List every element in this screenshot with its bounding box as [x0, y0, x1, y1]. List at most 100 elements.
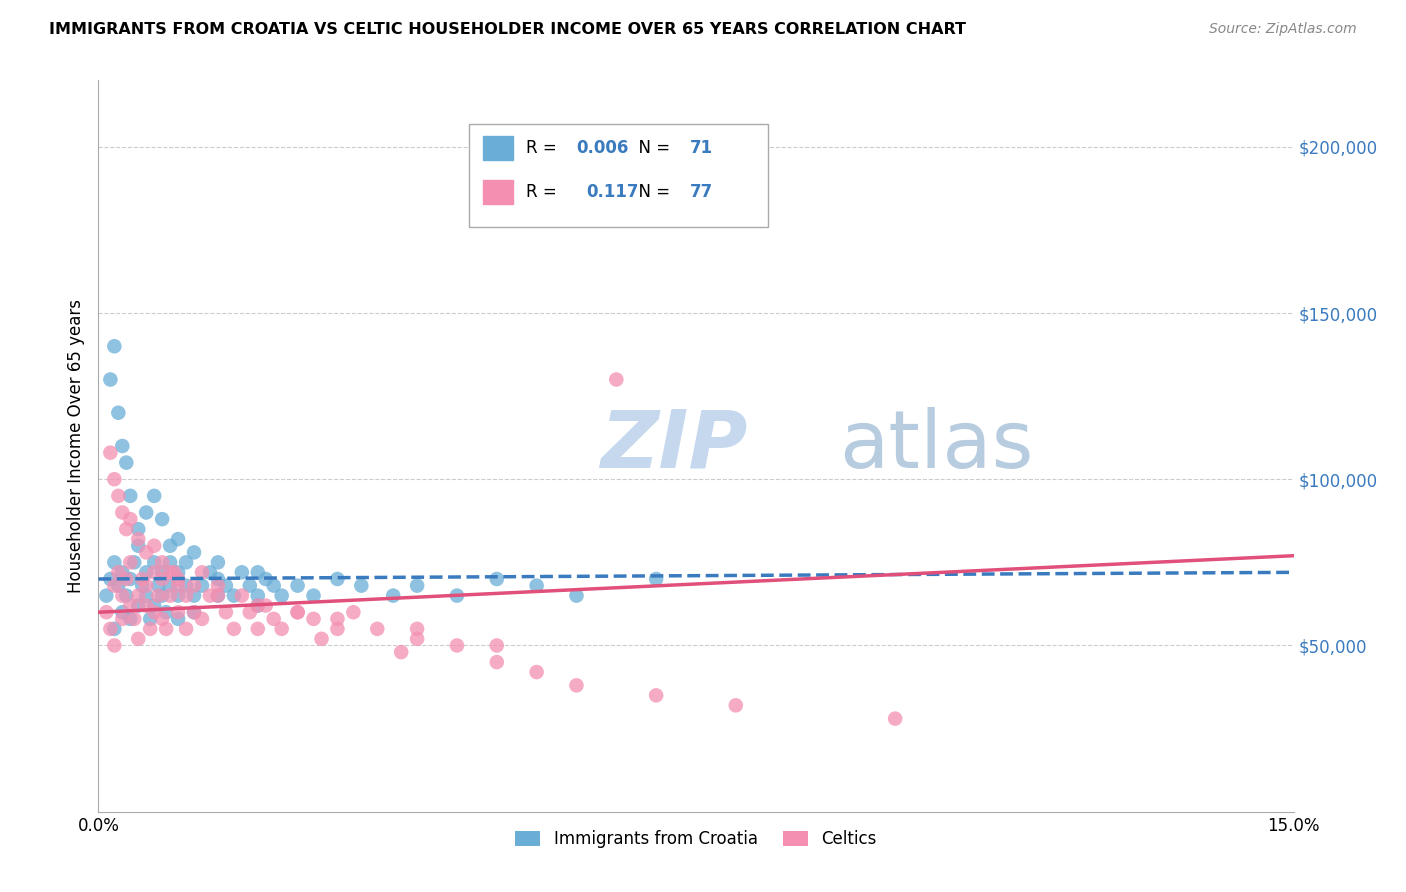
Point	[191, 612, 214, 626]
Point	[98, 445, 122, 459]
Point	[167, 612, 190, 626]
Point	[150, 555, 173, 569]
Point	[263, 612, 285, 626]
Point	[148, 589, 170, 603]
Point	[326, 622, 349, 636]
Point	[485, 655, 508, 669]
Point	[645, 689, 668, 703]
Point	[191, 579, 214, 593]
Point	[270, 589, 292, 603]
Point	[107, 566, 129, 580]
Point	[103, 639, 125, 653]
Point	[263, 579, 285, 593]
Point	[207, 589, 229, 603]
Text: R =: R =	[526, 183, 568, 202]
Point	[565, 589, 588, 603]
Point	[485, 572, 508, 586]
Point	[207, 579, 229, 593]
Point	[111, 506, 134, 520]
Point	[139, 612, 162, 626]
Point	[103, 579, 125, 593]
Point	[198, 566, 221, 580]
Point	[246, 622, 269, 636]
Point	[884, 712, 907, 726]
Point	[127, 539, 149, 553]
Point	[222, 589, 245, 603]
Point	[115, 589, 138, 603]
Point	[326, 572, 349, 586]
Point	[98, 572, 122, 586]
Point	[135, 506, 157, 520]
Point	[215, 579, 238, 593]
Point	[131, 579, 153, 593]
Bar	[484, 136, 513, 160]
Point	[389, 645, 412, 659]
Point	[124, 612, 146, 626]
Point	[143, 539, 166, 553]
Point	[124, 555, 146, 569]
Point	[167, 566, 190, 580]
Point	[150, 566, 173, 580]
Point	[150, 572, 173, 586]
Point	[111, 439, 134, 453]
Point	[159, 566, 181, 580]
Point	[350, 579, 373, 593]
Point	[207, 589, 229, 603]
Point	[107, 579, 129, 593]
Point	[107, 406, 129, 420]
Point	[103, 555, 125, 569]
Point	[183, 605, 205, 619]
Point	[302, 612, 325, 626]
Point	[120, 512, 142, 526]
Point	[246, 589, 269, 603]
Legend: Immigrants from Croatia, Celtics: Immigrants from Croatia, Celtics	[509, 823, 883, 855]
Point	[139, 622, 162, 636]
Point	[183, 605, 205, 619]
Point	[167, 579, 190, 593]
Point	[191, 566, 214, 580]
Point	[150, 612, 173, 626]
Point	[167, 589, 190, 603]
Point	[120, 572, 142, 586]
Point	[150, 512, 173, 526]
Point	[406, 579, 429, 593]
Text: ZIP: ZIP	[600, 407, 748, 485]
Point	[127, 599, 149, 613]
Point	[135, 599, 157, 613]
FancyBboxPatch shape	[470, 124, 768, 227]
Point	[174, 579, 197, 593]
Point	[159, 579, 181, 593]
Point	[183, 589, 205, 603]
Point	[270, 622, 292, 636]
Point	[174, 589, 197, 603]
Point	[120, 599, 142, 613]
Point	[115, 572, 138, 586]
Point	[111, 605, 134, 619]
Point	[198, 589, 221, 603]
Text: atlas: atlas	[839, 407, 1033, 485]
Point	[103, 472, 125, 486]
Point	[239, 579, 262, 593]
Point	[98, 372, 122, 386]
Point	[326, 612, 349, 626]
Point	[159, 539, 181, 553]
Point	[98, 622, 122, 636]
Point	[246, 599, 269, 613]
Point	[127, 589, 149, 603]
Point	[163, 566, 186, 580]
Text: 77: 77	[690, 183, 713, 202]
Point	[143, 599, 166, 613]
Point	[143, 605, 166, 619]
Point	[148, 579, 170, 593]
Point	[111, 589, 134, 603]
Point	[207, 572, 229, 586]
Point	[103, 622, 125, 636]
Point	[150, 589, 173, 603]
Point	[103, 339, 125, 353]
Text: R =: R =	[526, 139, 562, 157]
Point	[131, 572, 153, 586]
Point	[342, 605, 364, 619]
Point	[406, 632, 429, 646]
Bar	[484, 180, 513, 204]
Point	[135, 589, 157, 603]
